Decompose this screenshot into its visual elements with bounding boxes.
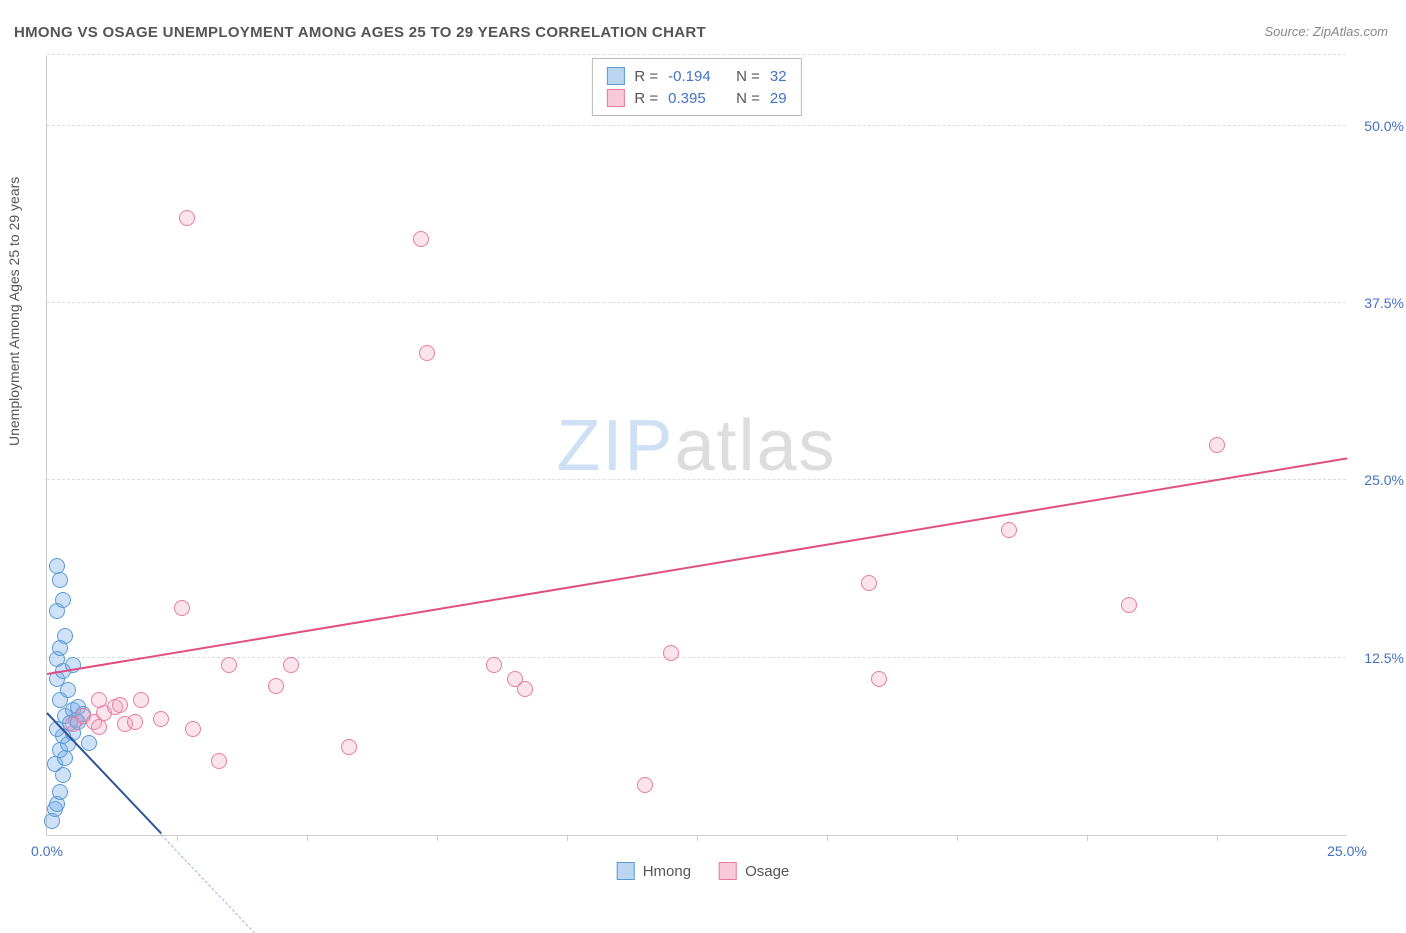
scatter-point-osage [185, 721, 201, 737]
scatter-point-osage [91, 692, 107, 708]
scatter-point-hmong [52, 784, 68, 800]
legend-item-osage: Osage [719, 862, 789, 880]
scatter-point-osage [1209, 437, 1225, 453]
scatter-point-osage [179, 210, 195, 226]
y-tick-label: 12.5% [1364, 650, 1404, 666]
scatter-point-osage [211, 753, 227, 769]
n-label: N = [736, 90, 760, 107]
scatter-point-hmong [57, 628, 73, 644]
scatter-point-hmong [49, 558, 65, 574]
legend-swatch-osage [719, 862, 737, 880]
x-tick-mark [177, 835, 178, 841]
scatter-point-hmong [81, 735, 97, 751]
scatter-point-osage [637, 777, 653, 793]
gridline [47, 125, 1346, 126]
swatch-hmong [606, 67, 624, 85]
scatter-point-osage [341, 739, 357, 755]
scatter-point-osage [663, 645, 679, 661]
y-axis-label: Unemployment Among Ages 25 to 29 years [6, 177, 22, 446]
scatter-point-osage [153, 711, 169, 727]
trend-line-osage [47, 457, 1347, 675]
x-tick-label: 25.0% [1327, 843, 1367, 859]
y-tick-label: 37.5% [1364, 295, 1404, 311]
stats-legend: R = -0.194 N = 32 R = 0.395 N = 29 [591, 58, 801, 116]
x-tick-mark [1087, 835, 1088, 841]
x-tick-mark [697, 835, 698, 841]
stats-row-hmong: R = -0.194 N = 32 [606, 65, 786, 87]
scatter-point-osage [174, 600, 190, 616]
legend-swatch-hmong [617, 862, 635, 880]
trend-line-dashed-hmong [161, 834, 255, 933]
series-legend: Hmong Osage [617, 862, 790, 880]
scatter-point-osage [1001, 522, 1017, 538]
n-value-hmong: 32 [770, 68, 787, 85]
swatch-osage [606, 89, 624, 107]
scatter-point-osage [1121, 597, 1137, 613]
scatter-point-osage [486, 657, 502, 673]
scatter-point-osage [127, 714, 143, 730]
n-value-osage: 29 [770, 90, 787, 107]
y-tick-label: 50.0% [1364, 118, 1404, 134]
scatter-point-osage [91, 719, 107, 735]
chart-title: HMONG VS OSAGE UNEMPLOYMENT AMONG AGES 2… [14, 24, 706, 41]
scatter-point-osage [112, 697, 128, 713]
scatter-point-osage [517, 681, 533, 697]
x-tick-mark [827, 835, 828, 841]
x-tick-mark [307, 835, 308, 841]
scatter-point-osage [419, 345, 435, 361]
scatter-point-hmong [52, 572, 68, 588]
scatter-point-osage [221, 657, 237, 673]
r-label: R = [634, 90, 658, 107]
gridline [47, 657, 1346, 658]
scatter-point-osage [133, 692, 149, 708]
gridline [47, 54, 1346, 55]
scatter-point-osage [413, 231, 429, 247]
gridline [47, 479, 1346, 480]
source-label: Source: ZipAtlas.com [1264, 24, 1388, 39]
scatter-point-osage [871, 671, 887, 687]
r-value-hmong: -0.194 [668, 68, 720, 85]
x-tick-mark [957, 835, 958, 841]
legend-label-osage: Osage [745, 863, 789, 880]
legend-label-hmong: Hmong [643, 863, 691, 880]
x-tick-mark [1217, 835, 1218, 841]
plot-area: ZIPatlas R = -0.194 N = 32 R = 0.395 N =… [46, 56, 1346, 836]
stats-row-osage: R = 0.395 N = 29 [606, 87, 786, 109]
n-label: N = [736, 68, 760, 85]
r-value-osage: 0.395 [668, 90, 720, 107]
x-tick-label: 0.0% [31, 843, 63, 859]
scatter-point-osage [861, 575, 877, 591]
watermark: ZIPatlas [556, 405, 836, 487]
y-tick-label: 25.0% [1364, 472, 1404, 488]
scatter-point-osage [268, 678, 284, 694]
r-label: R = [634, 68, 658, 85]
scatter-point-osage [283, 657, 299, 673]
watermark-zip: ZIP [556, 406, 674, 486]
x-tick-mark [437, 835, 438, 841]
scatter-point-hmong [55, 592, 71, 608]
legend-item-hmong: Hmong [617, 862, 691, 880]
gridline [47, 302, 1346, 303]
x-tick-mark [567, 835, 568, 841]
watermark-atlas: atlas [674, 406, 836, 486]
